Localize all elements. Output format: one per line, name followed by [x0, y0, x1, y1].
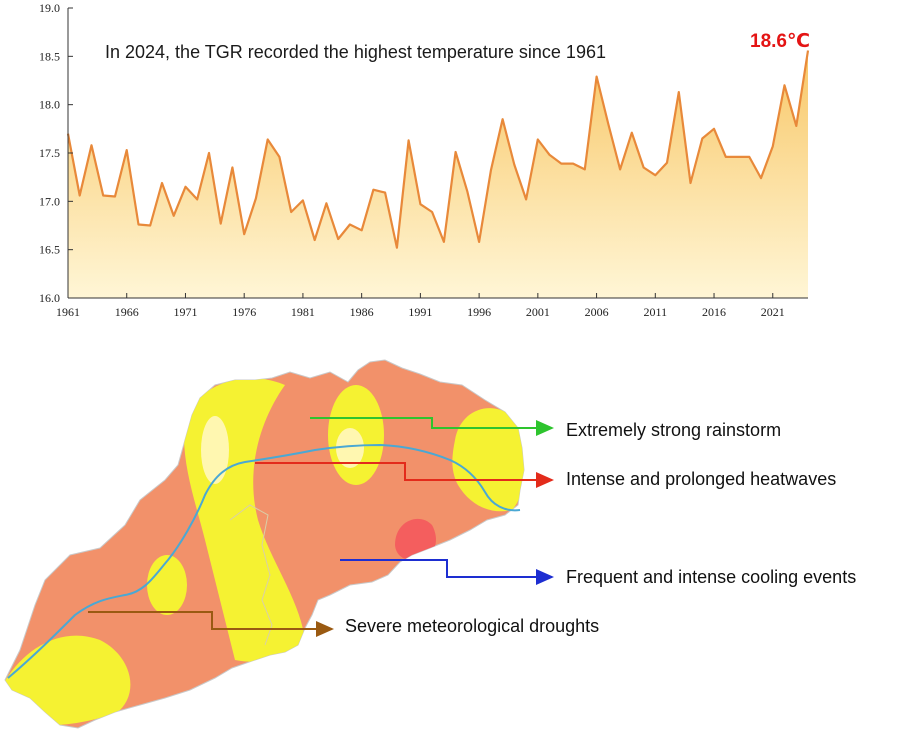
y-ticks: 16.0 16.5 17.0 17.5 18.0 18.5 19.0 [39, 1, 73, 305]
cooling-connector [340, 559, 554, 585]
temperature-line [66, 50, 810, 249]
drought-zone-southwest [5, 635, 131, 726]
y-tick-label: 19.0 [39, 1, 60, 15]
x-tick-label: 1971 [173, 305, 197, 319]
legend-connectors [88, 417, 554, 637]
x-tick-label: 2011 [644, 305, 668, 319]
legend-droughts: Severe meteorological droughts [345, 616, 599, 636]
x-tick-label: 1981 [291, 305, 315, 319]
temperature-area [68, 50, 808, 298]
temperature-chart: 16.0 16.5 17.0 17.5 18.0 18.5 19.0 1961 1966 197… [39, 1, 810, 319]
x-tick-label: 1966 [115, 305, 139, 319]
legend-rainstorm: Extremely strong rainstorm [566, 420, 781, 440]
chart-annotation: In 2024, the TGR recorded the highest te… [105, 42, 606, 62]
rainstorm-connector [310, 417, 554, 436]
y-tick-label: 17.0 [39, 194, 60, 208]
internal-boundary [229, 504, 273, 646]
legend-cooling: Frequent and intense cooling events [566, 567, 856, 587]
y-tick-label: 18.0 [39, 98, 60, 112]
y-tick-label: 16.0 [39, 291, 60, 305]
peak-temperature-label: 18.6℃ [750, 31, 810, 52]
map-legend: Extremely strong rainstorm Intense and p… [345, 420, 856, 636]
x-tick-label: 1986 [350, 305, 374, 319]
drought-connector [88, 611, 334, 637]
x-tick-label: 2006 [585, 305, 609, 319]
y-tick-label: 18.5 [39, 49, 60, 63]
x-tick-label: 2021 [761, 305, 785, 319]
y-tick-label: 16.5 [39, 243, 60, 257]
drought-zone-east [452, 408, 524, 512]
region-map [4, 359, 525, 729]
legend-heatwaves: Intense and prolonged heatwaves [566, 469, 836, 489]
y-tick-label: 17.5 [39, 146, 60, 160]
x-tick-label: 1991 [408, 305, 432, 319]
drought-zone-west [147, 555, 187, 615]
x-tick-label: 2001 [526, 305, 550, 319]
x-tick-label: 1996 [467, 305, 491, 319]
heatwave-connector [255, 462, 554, 488]
x-tick-label: 1961 [56, 305, 80, 319]
river [7, 443, 521, 679]
x-tick-label: 2016 [702, 305, 726, 319]
light-zone-north [336, 428, 364, 468]
light-zone-northwest [201, 416, 229, 484]
x-ticks: 1961 1966 1971 1976 1981 1986 1991 1996 2001 2006… [56, 293, 785, 319]
x-tick-label: 1976 [232, 305, 256, 319]
